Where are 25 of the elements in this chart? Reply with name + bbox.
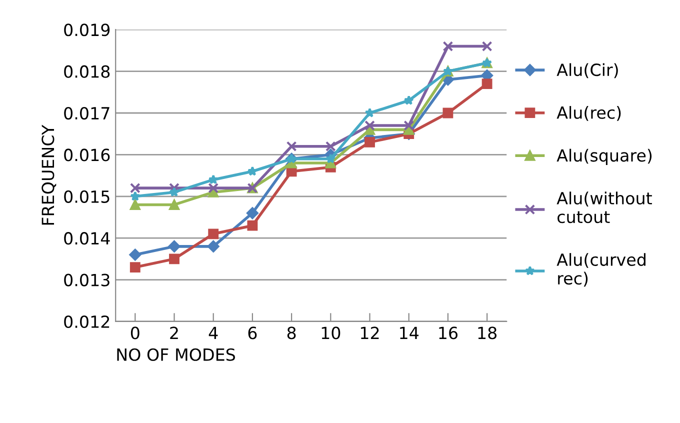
x-tick-label: 0 [130, 326, 140, 340]
x-tick-label: 4 [208, 326, 218, 340]
y-tick-label: 0.018 [64, 65, 110, 78]
x-tick-label: 10 [322, 326, 340, 340]
y-axis-title: FREQUENCY [42, 124, 56, 225]
x-tick-label: 14 [400, 326, 419, 340]
x-tick-label: 6 [248, 326, 257, 340]
y-tick-label: 0.012 [64, 315, 110, 328]
x-tick-label: 2 [170, 326, 178, 340]
y-tick-label: 0.014 [64, 232, 110, 245]
x-tick-label: 12 [360, 326, 379, 340]
y-tick-label: 0.016 [64, 148, 110, 162]
legend-label: Alu(without cutout [556, 192, 652, 224]
y-tick-label: 0.015 [64, 190, 110, 203]
legend-label: Alu(rec) [556, 106, 621, 121]
y-tick-label: 0.013 [64, 274, 110, 286]
y-tick-label: 0.017 [64, 106, 110, 120]
legend-label: Alu(Cir) [556, 63, 618, 78]
y-tick-label: 0.019 [64, 24, 110, 36]
legend-label: Alu(square) [556, 148, 652, 165]
x-axis-title: NO OF MODES [117, 348, 235, 361]
x-tick-label: 8 [287, 326, 296, 340]
x-tick-label: 16 [439, 326, 458, 340]
legend-label: Alu(curved rec) [556, 253, 646, 287]
x-tick-label: 18 [478, 326, 497, 340]
